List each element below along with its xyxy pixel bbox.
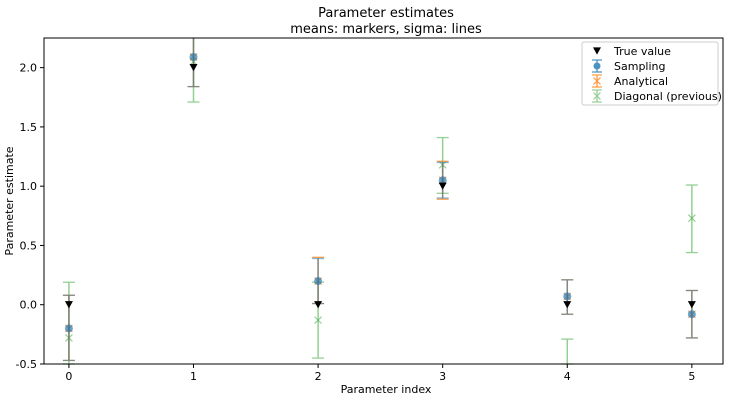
legend-marker-x-stroke-b (593, 77, 601, 85)
x-tick-label: 4 (564, 370, 571, 383)
sampling-point (189, 52, 198, 61)
sampling-point (314, 277, 323, 286)
plot-frame (43, 37, 724, 365)
legend-label: Sampling (614, 60, 666, 73)
x-tick-label: 5 (688, 370, 695, 383)
sampling-point (563, 292, 572, 301)
true-value-point (563, 301, 572, 309)
legend-errorbar (592, 59, 602, 73)
x-tick-label: 0 (65, 370, 72, 383)
y-tick-label: 0.0 (20, 299, 38, 312)
y-axis: -0.5 0.0 0.5 1.0 1.5 2.0 (16, 62, 44, 371)
legend-label: Diagonal (previous) (614, 90, 722, 103)
legend-marker-sampling (593, 62, 601, 70)
legend-errorbar (592, 89, 602, 103)
y-tick-label: 2.0 (20, 62, 38, 75)
y-axis-label: Parameter estimate (3, 146, 16, 255)
true-value-point (687, 301, 696, 309)
x-tick-label: 2 (315, 370, 322, 383)
diagonal-point-stroke-b (314, 316, 323, 325)
true-value-point (314, 301, 323, 309)
y-tick-label: 1.5 (20, 121, 38, 134)
y-tick-label: 1.0 (20, 180, 38, 193)
x-axis: 0 1 2 3 4 5 (65, 364, 695, 383)
legend-label: Analytical (614, 75, 668, 88)
sampling-point (64, 324, 73, 333)
x-tick-label: 1 (190, 370, 197, 383)
legend: True value Sampling Analytical Diagonal (pr… (581, 41, 722, 106)
diagonal-point-stroke-b (687, 214, 696, 223)
y-tick-label: 0.5 (20, 239, 38, 252)
diagonal-errorbar (561, 338, 574, 365)
true-value-point (189, 64, 198, 72)
legend-label: True value (613, 45, 671, 58)
chart-subtitle: means: markers, sigma: lines (290, 22, 482, 37)
plot-area (62, 38, 698, 365)
x-axis-label: Parameter index (341, 383, 432, 396)
legend-marker-x (593, 77, 601, 85)
sampling-point (438, 176, 447, 185)
sampling-point (687, 310, 696, 319)
sampling-errorbar (187, 38, 200, 88)
true-value-point (64, 301, 73, 309)
legend-box (581, 41, 719, 106)
legend-marker-true-value (593, 47, 601, 55)
diagonal-point (687, 214, 696, 223)
legend-marker-x (593, 92, 601, 100)
legend-errorbar (592, 74, 602, 88)
x-tick-label: 3 (439, 370, 446, 383)
chart-title: Parameter estimates (318, 6, 454, 21)
y-tick-label: -0.5 (16, 358, 37, 371)
diagonal-point (314, 316, 323, 325)
true-value-point (438, 182, 447, 190)
legend-marker-x-stroke-b (593, 92, 601, 100)
